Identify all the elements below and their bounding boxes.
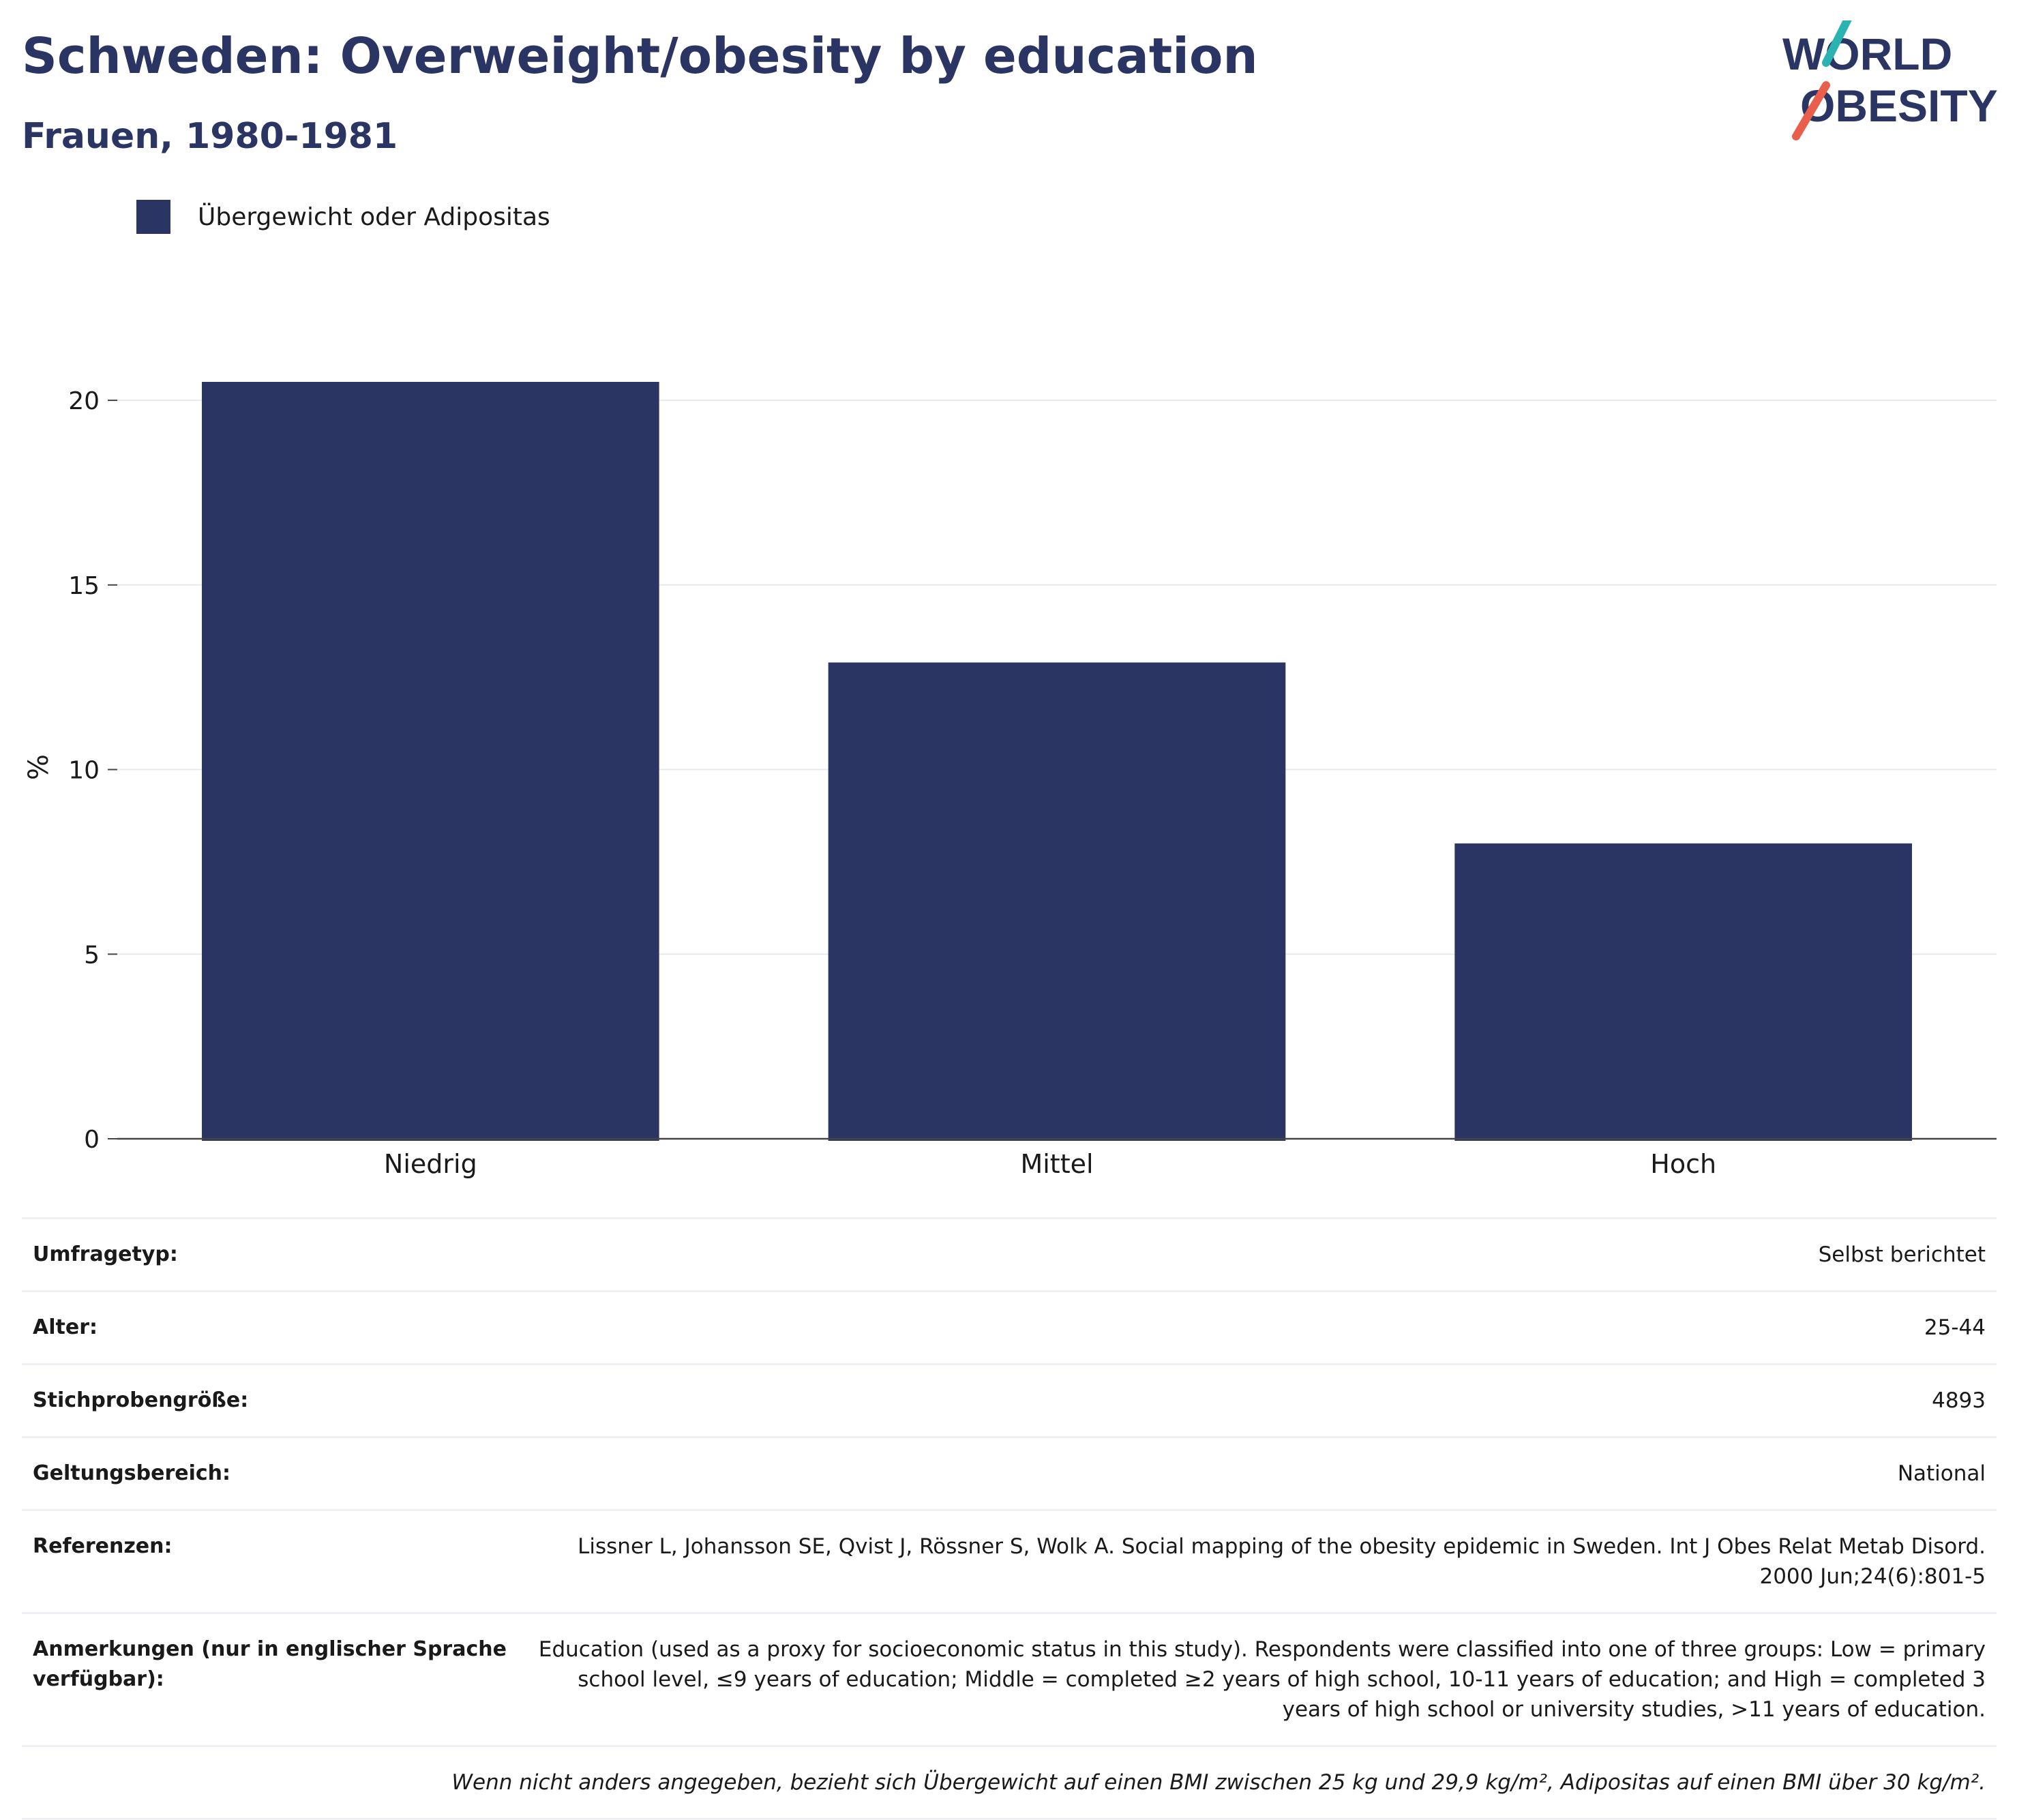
bar-chart: 0 5 10 15 20% Niedrig Mittel Hoch xyxy=(23,382,1997,1179)
page-subtitle: Frauen, 1980-1981 xyxy=(22,116,398,157)
logo-slash-bottom xyxy=(1792,81,1830,140)
y-tick-label: 20 xyxy=(68,387,100,415)
y-tick-label: 15 xyxy=(68,572,100,600)
metadata-key: Alter: xyxy=(33,1315,98,1339)
metadata-value: Lissner L, Johansson SE, Qvist J, Rössne… xyxy=(578,1534,1986,1589)
x-tick-label: Niedrig xyxy=(384,1149,477,1179)
logo-word-2: OBESITY xyxy=(1800,80,1998,131)
metadata-key: Anmerkungen (nur in englischer Sprache v… xyxy=(33,1637,507,1691)
metadata-value: National xyxy=(1897,1461,1986,1486)
footnote: Wenn nicht anders angegeben, bezieht sic… xyxy=(451,1770,1986,1795)
metadata-key: Referenzen: xyxy=(33,1534,173,1558)
logo-word-1: WORLD xyxy=(1782,29,1952,79)
logo-slash-top xyxy=(1822,20,1852,67)
metadata-value: 4893 xyxy=(1932,1388,1986,1413)
metadata-key: Geltungsbereich: xyxy=(33,1461,231,1485)
legend-swatch xyxy=(136,200,170,234)
world-obesity-logo: WORLD OBESITY xyxy=(1782,20,1998,140)
legend-label: Übergewicht oder Adipositas xyxy=(198,203,550,231)
metadata-row: Stichprobengröße: 4893 xyxy=(22,1363,1997,1436)
y-tick-label: 0 xyxy=(84,1126,100,1154)
metadata-row: Umfragetyp: Selbst berichtet xyxy=(22,1217,1997,1290)
x-tick-label: Mittel xyxy=(1020,1149,1093,1179)
bar-mittel xyxy=(828,662,1286,1141)
metadata-key: Umfragetyp: xyxy=(33,1242,178,1266)
y-tick-label: 10 xyxy=(68,757,100,785)
bar-hoch xyxy=(1454,843,1912,1141)
metadata-value: 25-44 xyxy=(1924,1315,1986,1340)
metadata-value: Education (used as a proxy for socioecon… xyxy=(538,1637,1986,1722)
y-axis-label: % xyxy=(23,754,55,780)
metadata-row: Anmerkungen (nur in englischer Sprache v… xyxy=(22,1612,1997,1745)
page-title: Schweden: Overweight/obesity by educatio… xyxy=(22,27,1258,85)
y-tick-label: 5 xyxy=(84,941,100,969)
metadata-value: Selbst berichtet xyxy=(1818,1242,1986,1267)
footnote-row: Wenn nicht anders angegeben, bezieht sic… xyxy=(22,1745,1997,1820)
bar-niedrig xyxy=(202,382,659,1141)
metadata-row: Referenzen: Lissner L, Johansson SE, Qvis… xyxy=(22,1509,1997,1612)
metadata-key: Stichprobengröße: xyxy=(33,1388,249,1412)
metadata-table: Umfragetyp: Selbst berichtet Alter: 25-44 St… xyxy=(22,1217,1997,1820)
metadata-row: Geltungsbereich: National xyxy=(22,1436,1997,1509)
x-tick-label: Hoch xyxy=(1650,1149,1716,1179)
metadata-row: Alter: 25-44 xyxy=(22,1290,1997,1363)
chart-legend: Übergewicht oder Adipositas xyxy=(136,200,550,234)
